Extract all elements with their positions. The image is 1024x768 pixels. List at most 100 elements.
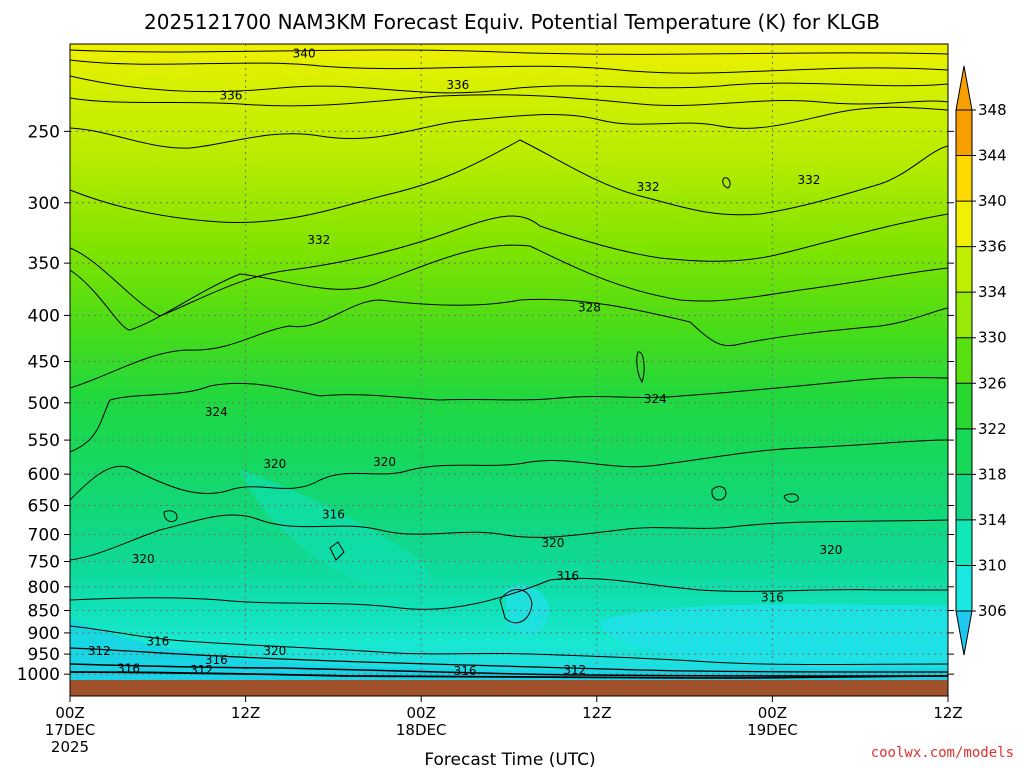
contour-lines (69, 49, 949, 679)
colorbar-label: 306 (978, 602, 1007, 620)
contour-label: 332 (307, 233, 330, 247)
contour-line (69, 244, 949, 331)
contour-closed (163, 510, 178, 523)
contour-line (69, 59, 949, 74)
cyan-patch-right (600, 604, 948, 668)
x-tick-label: 12Z (582, 704, 611, 722)
contour-line (69, 577, 948, 610)
plot-area: 340 336 336 332 332 332 328 324 324 320 320 320 320 3… (69, 43, 949, 697)
x-tick-label: 12Z (933, 704, 962, 722)
contour-label: 316 (205, 653, 228, 667)
contour-label: 340 (293, 47, 316, 61)
colorbar-segment (956, 474, 972, 520)
y-tick-label: 850 (28, 602, 60, 622)
contour-label: 320 (132, 552, 155, 566)
colorbar-segment (956, 519, 972, 566)
colorbar-label: 336 (978, 238, 1007, 256)
x-tick-date: 19DEC (747, 721, 798, 739)
y-tick-label: 500 (28, 394, 60, 414)
contour-line (69, 139, 949, 224)
plot-frame (69, 43, 949, 697)
contour-closed (711, 486, 727, 501)
contour-label: 312 (563, 663, 586, 677)
contour-line (69, 106, 949, 149)
contour-labels: 340 336 336 332 332 332 328 324 324 320 320 320 320 3… (88, 47, 843, 678)
contour-label: 320 (263, 644, 286, 658)
y-tick-label: 950 (28, 645, 60, 665)
contour-label: 336 (220, 88, 243, 102)
y-axis: 2503003504004505005506006507007508008509… (17, 122, 954, 685)
colorbar-label: 330 (978, 329, 1007, 347)
contour-label: 320 (263, 457, 286, 471)
contour-line (69, 647, 949, 673)
colorbar-label: 318 (978, 465, 1007, 483)
contour-label: 316 (454, 664, 477, 678)
colorbar-segment (956, 565, 972, 611)
x-tick-label: 12Z (231, 704, 260, 722)
contour-label: 324 (205, 405, 228, 419)
cyan-patch-center (505, 585, 550, 635)
y-tick-label: 350 (28, 254, 60, 274)
y-tick-label: 600 (28, 465, 60, 485)
contour-label: 324 (644, 392, 667, 406)
colorbar-segment (956, 110, 972, 156)
colorbar-label: 322 (978, 420, 1007, 438)
contour-closed (329, 541, 345, 561)
contour-label: 332 (637, 180, 660, 194)
colorbar-label: 344 (978, 147, 1007, 165)
contour-line (69, 439, 949, 501)
y-tick-label: 700 (28, 526, 60, 546)
colorbar-segment (956, 383, 972, 429)
contour-closed (722, 177, 731, 189)
colorbar-label: 314 (978, 511, 1007, 529)
ground-surface (70, 680, 948, 696)
contour-label: 312 (190, 663, 213, 677)
x-tick-label: 00Z (758, 704, 787, 722)
contour-closed (636, 351, 645, 384)
contour-label: 320 (541, 536, 564, 550)
colorbar-label: 348 (978, 101, 1007, 119)
contour-label: 320 (373, 455, 396, 469)
cyan-band-surface (70, 620, 948, 680)
colorbar-label: 326 (978, 374, 1007, 392)
contour-closed (499, 589, 533, 624)
y-tick-label: 400 (28, 306, 60, 326)
contour-label: 312 (88, 644, 111, 658)
contour-label: 316 (117, 661, 140, 675)
x-tick-date: 18DEC (396, 721, 447, 739)
colorbar-segment (956, 155, 972, 202)
y-tick-label: 1000 (17, 665, 60, 685)
contour-line (69, 377, 949, 453)
contour-label: 316 (761, 590, 784, 604)
y-tick-label: 900 (28, 624, 60, 644)
y-tick-label: 300 (28, 194, 60, 214)
colorbar-label: 334 (978, 283, 1007, 301)
contour-line (69, 75, 949, 94)
contour-line (69, 213, 949, 317)
contour-label: 316 (146, 635, 169, 649)
y-tick-label: 800 (28, 578, 60, 598)
colorbar-arrow-top (955, 65, 973, 111)
y-tick-label: 650 (28, 496, 60, 516)
colorbar-segment (956, 201, 972, 247)
x-tick-year: 2025 (51, 738, 89, 756)
contour-line (69, 663, 949, 677)
y-tick-label: 250 (28, 122, 60, 142)
contour-label: 316 (556, 569, 579, 583)
contour-label: 332 (798, 173, 821, 187)
contour-line (69, 671, 949, 679)
colorbar-label: 340 (978, 192, 1007, 210)
x-tick-label: 00Z (55, 704, 84, 722)
credit-text[interactable]: coolwx.com/models (871, 745, 1014, 761)
y-tick-label: 450 (28, 353, 60, 373)
contour-label: 328 (578, 300, 601, 314)
contour-line (69, 94, 949, 107)
contour-line (69, 298, 949, 389)
contour-label: 320 (819, 543, 842, 557)
colorbar-segment (956, 428, 972, 475)
cyan-patch-left (240, 470, 428, 593)
x-tick-date: 17DEC (45, 721, 96, 739)
x-tick-label: 00Z (407, 704, 436, 722)
